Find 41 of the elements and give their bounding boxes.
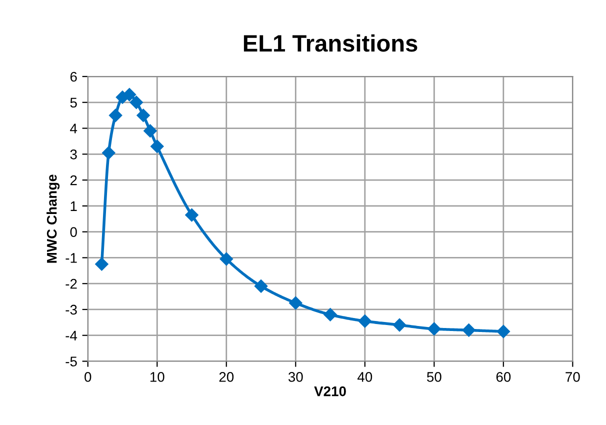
y-tick-label: 2: [70, 175, 77, 186]
x-tick-label: 0: [84, 372, 92, 382]
x-axis-title: V210: [314, 386, 346, 396]
point: [95, 258, 108, 271]
y-axis-title: MWC Change: [46, 174, 60, 263]
x-tick-label: 30: [288, 372, 303, 382]
point: [102, 146, 116, 160]
x-tick-label: 60: [496, 372, 511, 382]
point: [122, 88, 136, 102]
point: [289, 296, 302, 310]
point: [496, 324, 510, 338]
point: [220, 252, 233, 266]
point: [108, 108, 122, 122]
point: [324, 308, 337, 322]
y-tick-label: 6: [70, 72, 77, 82]
x-tick-label: 70: [566, 372, 580, 382]
point: [136, 108, 150, 122]
point: [392, 318, 406, 332]
point: [144, 124, 157, 138]
y-tick-label: -4: [66, 330, 78, 340]
y-tick-label: 3: [70, 149, 77, 160]
point: [150, 140, 164, 153]
point: [185, 208, 198, 222]
y-tick-label: -2: [66, 278, 77, 289]
y-tick-label: -5: [66, 356, 77, 366]
chart-title: EL1 Transitions: [244, 34, 418, 52]
point: [254, 280, 268, 293]
y-tick-label: 1: [70, 201, 77, 211]
y-tick-label: -3: [66, 304, 77, 315]
y-tick-label: 0: [70, 227, 77, 237]
y-tick-label: 5: [70, 98, 77, 108]
point: [462, 324, 476, 337]
x-tick-label: 20: [219, 372, 234, 382]
point: [358, 314, 372, 328]
point: [130, 96, 143, 109]
point: [428, 322, 441, 336]
x-tick-label: 10: [150, 372, 164, 382]
y-tick-label: -1: [66, 253, 77, 263]
y-tick-label: 4: [70, 124, 78, 134]
x-tick-label: 50: [426, 372, 442, 382]
x-tick-label: 40: [357, 372, 372, 382]
